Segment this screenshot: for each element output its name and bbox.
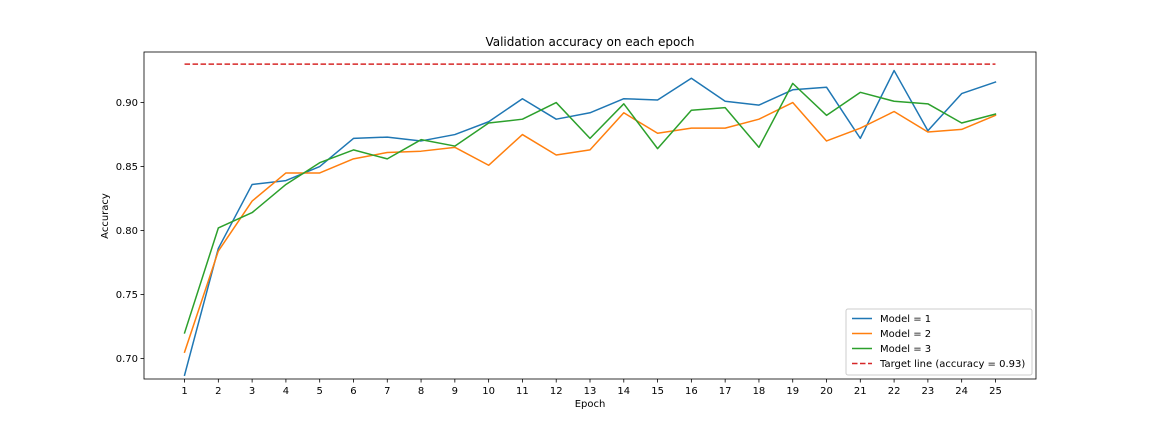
x-tick-label: 9 xyxy=(452,386,458,397)
y-axis-label: Accuracy xyxy=(100,193,111,239)
x-tick-label: 24 xyxy=(955,386,968,397)
x-tick-label: 4 xyxy=(283,386,289,397)
y-tick-label: 0.75 xyxy=(116,290,138,301)
x-tick-label: 2 xyxy=(215,386,221,397)
x-tick-label: 14 xyxy=(617,386,630,397)
y-tick-label: 0.80 xyxy=(116,226,138,237)
series-line-model-1 xyxy=(183,69,997,377)
series-layer xyxy=(183,63,997,377)
x-tick-label: 10 xyxy=(482,386,495,397)
legend-label-target: Target line (accuracy = 0.93) xyxy=(879,359,1025,370)
x-tick-label: 5 xyxy=(317,386,323,397)
y-tick-label: 0.90 xyxy=(116,98,138,109)
legend-box xyxy=(845,308,1033,376)
chart-title: Validation accuracy on each epoch xyxy=(485,35,694,49)
legend: Model = 1 Model = 2 Model = 3 Target line (… xyxy=(845,308,1033,376)
legend-label-model-2: Model = 2 xyxy=(880,329,931,340)
x-tick-label: 15 xyxy=(651,386,664,397)
legend-label-model-3: Model = 3 xyxy=(880,344,931,355)
x-tick-label: 18 xyxy=(753,386,766,397)
series-line-model-2 xyxy=(183,101,997,354)
x-tick-label: 11 xyxy=(516,386,529,397)
x-tick-label: 22 xyxy=(888,386,901,397)
x-axis-label: Epoch xyxy=(575,399,606,410)
x-tick-label: 17 xyxy=(719,386,732,397)
x-tick-label: 19 xyxy=(786,386,799,397)
series-line-model-3 xyxy=(183,82,997,334)
legend-label-model-1: Model = 1 xyxy=(880,314,931,325)
x-tick-label: 21 xyxy=(854,386,867,397)
ticks-layer: 1 2 3 4 5 6 7 8 9 10 11 12 13 14 15 16 17 18 19 20 21 22 23 24 2… xyxy=(116,98,1002,397)
y-tick-label: 0.85 xyxy=(116,162,138,173)
x-tick-label: 25 xyxy=(989,386,1002,397)
x-tick-label: 23 xyxy=(922,386,935,397)
x-tick-label: 12 xyxy=(550,386,563,397)
x-tick-label: 7 xyxy=(384,386,390,397)
x-tick-label: 6 xyxy=(350,386,356,397)
x-tick-label: 8 xyxy=(418,386,424,397)
x-tick-label: 13 xyxy=(584,386,597,397)
x-tick-label: 20 xyxy=(820,386,833,397)
x-tick-label: 3 xyxy=(249,386,255,397)
x-tick-label: 16 xyxy=(685,386,698,397)
x-tick-label: 1 xyxy=(181,386,187,397)
y-tick-label: 0.70 xyxy=(116,354,138,365)
